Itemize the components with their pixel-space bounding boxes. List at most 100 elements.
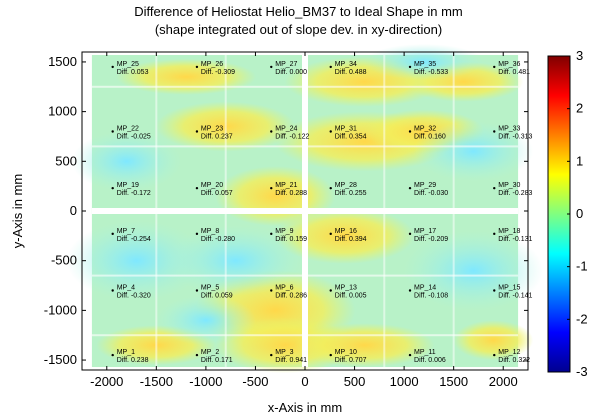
measurement-point-marker (408, 289, 412, 292)
measurement-point-name: MP_33 (498, 126, 520, 133)
colorbar-tick-label: 0 (576, 206, 583, 221)
measurement-point-marker (195, 353, 199, 357)
measurement-point-diff: Diff. -0.131 (498, 236, 532, 243)
measurement-point-diff: Diff. 0.059 (201, 293, 233, 300)
axes: -2000 -1500 -1000 -500 0 500 1000 1500 2000 -1500… (10, 51, 529, 415)
measurement-point-diff: Diff. 0.159 (275, 236, 307, 243)
measurement-point-marker (329, 353, 332, 357)
measurement-point-marker (329, 130, 332, 133)
measurement-point-diff: Diff. -0.320 (117, 293, 151, 300)
measurement-point-diff: Diff. 0.707 (335, 357, 367, 364)
measurement-point-name: MP_36 (498, 61, 520, 68)
colorbar-tick-label: -2 (576, 311, 588, 326)
measurement-point-name: MP_32 (414, 126, 436, 133)
measurement-point-name: MP_24 (275, 126, 297, 133)
measurement-point-diff: Diff. -0.309 (201, 69, 235, 76)
measurement-point-marker (270, 353, 273, 357)
colorbar-tick-label: 1 (576, 153, 583, 168)
heatmap-region (66, 220, 207, 301)
y-tick-label: -1500 (44, 352, 77, 367)
measurement-point-marker (195, 232, 199, 236)
measurement-point-name: MP_26 (201, 61, 223, 68)
measurement-point-name: MP_35 (414, 61, 436, 68)
measurement-point-name: MP_29 (414, 182, 436, 189)
measurement-point-diff: Diff. 0.237 (201, 134, 233, 141)
colorbar-gradient (547, 55, 571, 373)
measurement-point-diff: Diff. 0.238 (117, 357, 149, 364)
measurement-point-name: MP_4 (117, 285, 135, 292)
x-axis-label: x-Axis in mm (268, 400, 342, 415)
measurement-point-marker (408, 186, 412, 190)
heatmap-region (274, 207, 415, 264)
measurement-point-marker (329, 65, 332, 69)
x-tick-label: -1500 (140, 374, 173, 389)
measurement-point-name: MP_17 (414, 228, 436, 235)
colorbar-tick-label: -3 (576, 364, 588, 379)
measurement-point-marker (408, 65, 412, 69)
measurement-point-name: MP_16 (335, 228, 357, 235)
y-tick-label: -1000 (44, 302, 77, 317)
chart-subtitle: (shape integrated out of slope dev. in x… (154, 22, 443, 37)
measurement-point-marker (111, 186, 114, 190)
measurement-point-name: MP_9 (275, 228, 293, 235)
measurement-point-name: MP_19 (117, 182, 139, 189)
measurement-point-name: MP_1 (117, 349, 135, 356)
measurement-point-diff: Diff. 0.394 (335, 236, 367, 243)
facet-gap (452, 54, 455, 368)
measurement-point-marker (111, 65, 114, 69)
measurement-point-name: MP_23 (201, 126, 223, 133)
x-tick-label: 0 (301, 374, 308, 389)
measurement-point-name: MP_25 (117, 61, 139, 68)
measurement-point-diff: Diff. -0.313 (498, 134, 532, 141)
x-tick-label: 2000 (489, 374, 518, 389)
heatmap-region (453, 320, 534, 361)
heatmap-region (155, 295, 256, 346)
x-tick-label: -500 (242, 374, 268, 389)
measurement-point-name: MP_11 (414, 349, 436, 356)
x-tick-label: 1000 (390, 374, 419, 389)
facet-gap (91, 334, 519, 337)
measurement-point-name: MP_14 (414, 285, 436, 292)
measurement-point-marker (270, 65, 273, 69)
y-tick-label: 0 (70, 203, 77, 218)
measurement-point-diff: Diff. 0.488 (335, 69, 367, 76)
heatmap-region (403, 230, 544, 311)
x-tick-label: 1500 (439, 374, 468, 389)
measurement-point-marker (493, 289, 496, 292)
measurement-point-marker (408, 232, 412, 236)
x-tick-label: 500 (344, 374, 366, 389)
measurement-point-name: MP_3 (275, 349, 293, 356)
measurement-point-name: MP_13 (335, 285, 357, 292)
y-tick-label: 1000 (48, 104, 77, 119)
measurement-point-name: MP_6 (275, 285, 293, 292)
measurement-point-name: MP_2 (201, 349, 219, 356)
facet-gap (383, 54, 386, 368)
measurement-point-name: MP_7 (117, 228, 135, 235)
heatmap-region (413, 121, 534, 182)
measurement-point-marker (111, 353, 114, 357)
colorbar-tick-label: 2 (576, 101, 583, 116)
measurement-point-diff: Diff. 0.005 (335, 293, 367, 300)
measurement-point-diff: Diff. 0.941 (275, 357, 307, 364)
measurement-point-marker (195, 65, 199, 69)
measurement-point-marker (329, 232, 332, 236)
measurement-point-marker (493, 232, 496, 236)
measurement-point-diff: Diff. 0.354 (335, 134, 367, 141)
facet-gap (155, 54, 158, 368)
measurement-point-marker (270, 130, 273, 133)
measurement-point-marker (408, 130, 412, 133)
measurement-point-marker (111, 232, 114, 236)
measurement-point-marker (270, 289, 273, 292)
measurement-point-name: MP_27 (275, 61, 297, 68)
facet-gap (224, 54, 227, 368)
measurement-point-diff: Diff. 0.057 (201, 190, 233, 197)
measurement-point-diff: Diff. 0.481 (498, 69, 530, 76)
measurement-point-diff: Diff. -0.122 (275, 134, 309, 141)
measurement-point-name: MP_15 (498, 285, 520, 292)
measurement-point-name: MP_22 (117, 126, 139, 133)
measurement-point-diff: Diff. 0.171 (201, 357, 233, 364)
measurement-point-name: MP_12 (498, 349, 520, 356)
x-tick-label: -2000 (90, 374, 123, 389)
